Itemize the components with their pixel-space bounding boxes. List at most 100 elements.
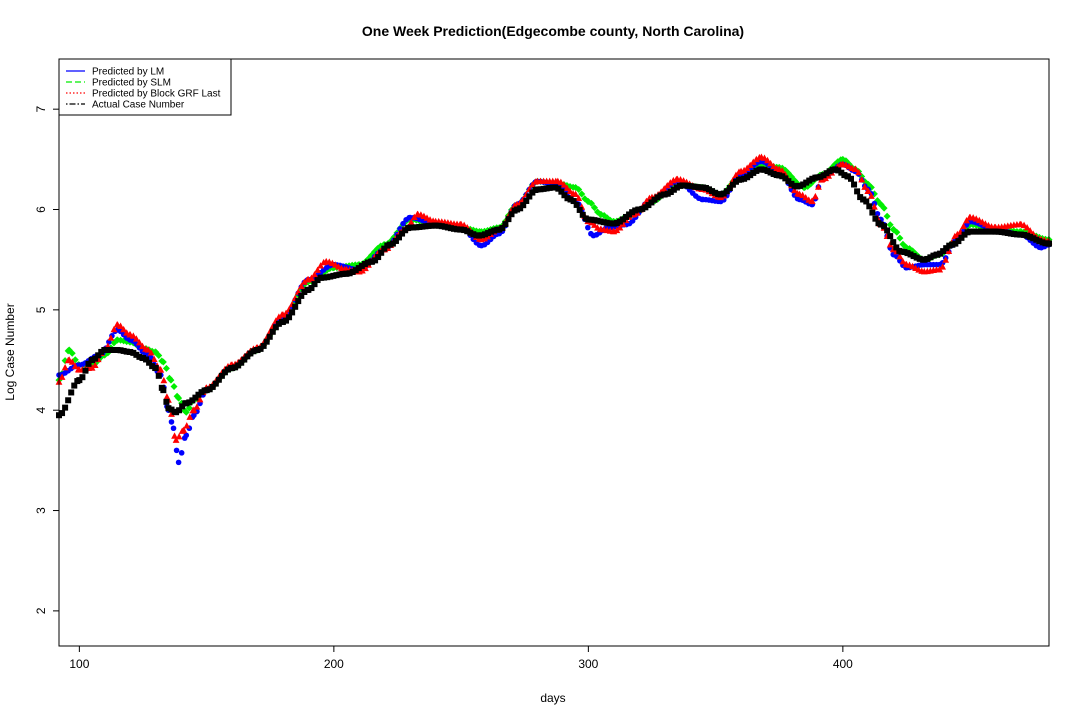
data-point <box>101 346 108 353</box>
data-point <box>591 217 598 224</box>
data-point <box>175 394 183 402</box>
data-point <box>699 184 706 191</box>
data-point <box>770 170 777 177</box>
data-point <box>238 359 245 366</box>
x-tick-label: 400 <box>833 657 853 671</box>
data-point <box>333 272 340 279</box>
y-tick-label: 2 <box>34 607 48 614</box>
data-point <box>362 264 369 272</box>
data-point <box>573 201 580 208</box>
data-point <box>289 309 296 316</box>
data-point <box>402 227 409 234</box>
data-point <box>369 258 376 265</box>
data-point <box>478 232 485 239</box>
data-point <box>880 204 888 212</box>
data-point <box>305 286 312 293</box>
data-point <box>995 228 1002 235</box>
data-point <box>1036 238 1043 245</box>
x-tick-label: 100 <box>69 657 89 671</box>
data-point <box>173 409 180 416</box>
data-point <box>209 383 216 390</box>
data-point <box>872 215 879 222</box>
data-point <box>68 358 76 365</box>
data-point <box>215 376 222 383</box>
data-point <box>738 176 745 183</box>
data-point <box>336 271 343 278</box>
data-point <box>844 173 851 180</box>
data-point <box>358 262 365 269</box>
data-point <box>133 351 140 358</box>
data-point <box>952 240 959 247</box>
data-point <box>254 346 261 353</box>
data-point <box>857 194 864 201</box>
data-point <box>904 250 911 257</box>
data-point <box>308 274 315 281</box>
data-point <box>98 348 105 355</box>
data-point <box>670 186 677 193</box>
data-point <box>616 224 624 231</box>
data-point <box>791 186 798 194</box>
data-point <box>275 313 283 320</box>
data-point <box>661 191 668 198</box>
data-point <box>679 182 686 189</box>
data-point <box>561 192 568 199</box>
data-point <box>782 175 789 182</box>
data-point <box>311 281 318 288</box>
data-point <box>546 184 553 191</box>
data-point <box>496 226 503 233</box>
data-point <box>318 274 325 281</box>
data-point <box>432 222 439 229</box>
data-point <box>180 426 188 433</box>
data-point <box>940 248 947 255</box>
data-point <box>58 373 66 380</box>
data-point <box>71 362 79 370</box>
data-point <box>864 187 872 195</box>
data-point <box>815 183 822 190</box>
data-point <box>349 268 356 275</box>
data-point <box>389 240 396 247</box>
data-point <box>195 391 202 398</box>
data-point <box>832 166 839 173</box>
data-point <box>942 256 950 263</box>
data-point <box>339 271 346 278</box>
data-point <box>863 198 870 205</box>
data-point <box>444 224 451 231</box>
data-point <box>982 228 989 235</box>
data-point <box>603 219 610 226</box>
data-point <box>657 192 664 199</box>
data-point <box>160 376 168 384</box>
data-point <box>955 238 962 245</box>
data-point <box>785 178 792 185</box>
data-point <box>761 166 768 173</box>
data-point <box>623 213 630 220</box>
data-point <box>428 222 435 229</box>
data-point <box>537 186 544 193</box>
data-point <box>454 226 461 233</box>
data-point <box>488 228 495 235</box>
data-point <box>869 209 876 216</box>
data-point <box>62 404 69 411</box>
data-point <box>967 228 974 235</box>
data-point <box>779 173 786 180</box>
data-point <box>92 355 99 362</box>
data-point <box>176 407 183 414</box>
data-point <box>144 346 152 353</box>
data-point <box>855 168 863 176</box>
data-point <box>514 206 521 213</box>
data-point <box>160 387 167 394</box>
data-point <box>924 255 931 262</box>
legend-label: Actual Case Number <box>92 100 185 111</box>
data-point <box>750 169 757 176</box>
legend-label: Predicted by SLM <box>92 78 171 89</box>
data-point <box>183 400 190 407</box>
data-point <box>758 166 765 173</box>
data-point <box>372 257 379 264</box>
data-point <box>467 229 474 236</box>
data-point <box>260 342 267 349</box>
data-point <box>170 425 177 432</box>
data-point <box>778 167 786 174</box>
data-point <box>123 348 130 355</box>
data-point <box>120 325 128 333</box>
data-point <box>694 184 701 191</box>
